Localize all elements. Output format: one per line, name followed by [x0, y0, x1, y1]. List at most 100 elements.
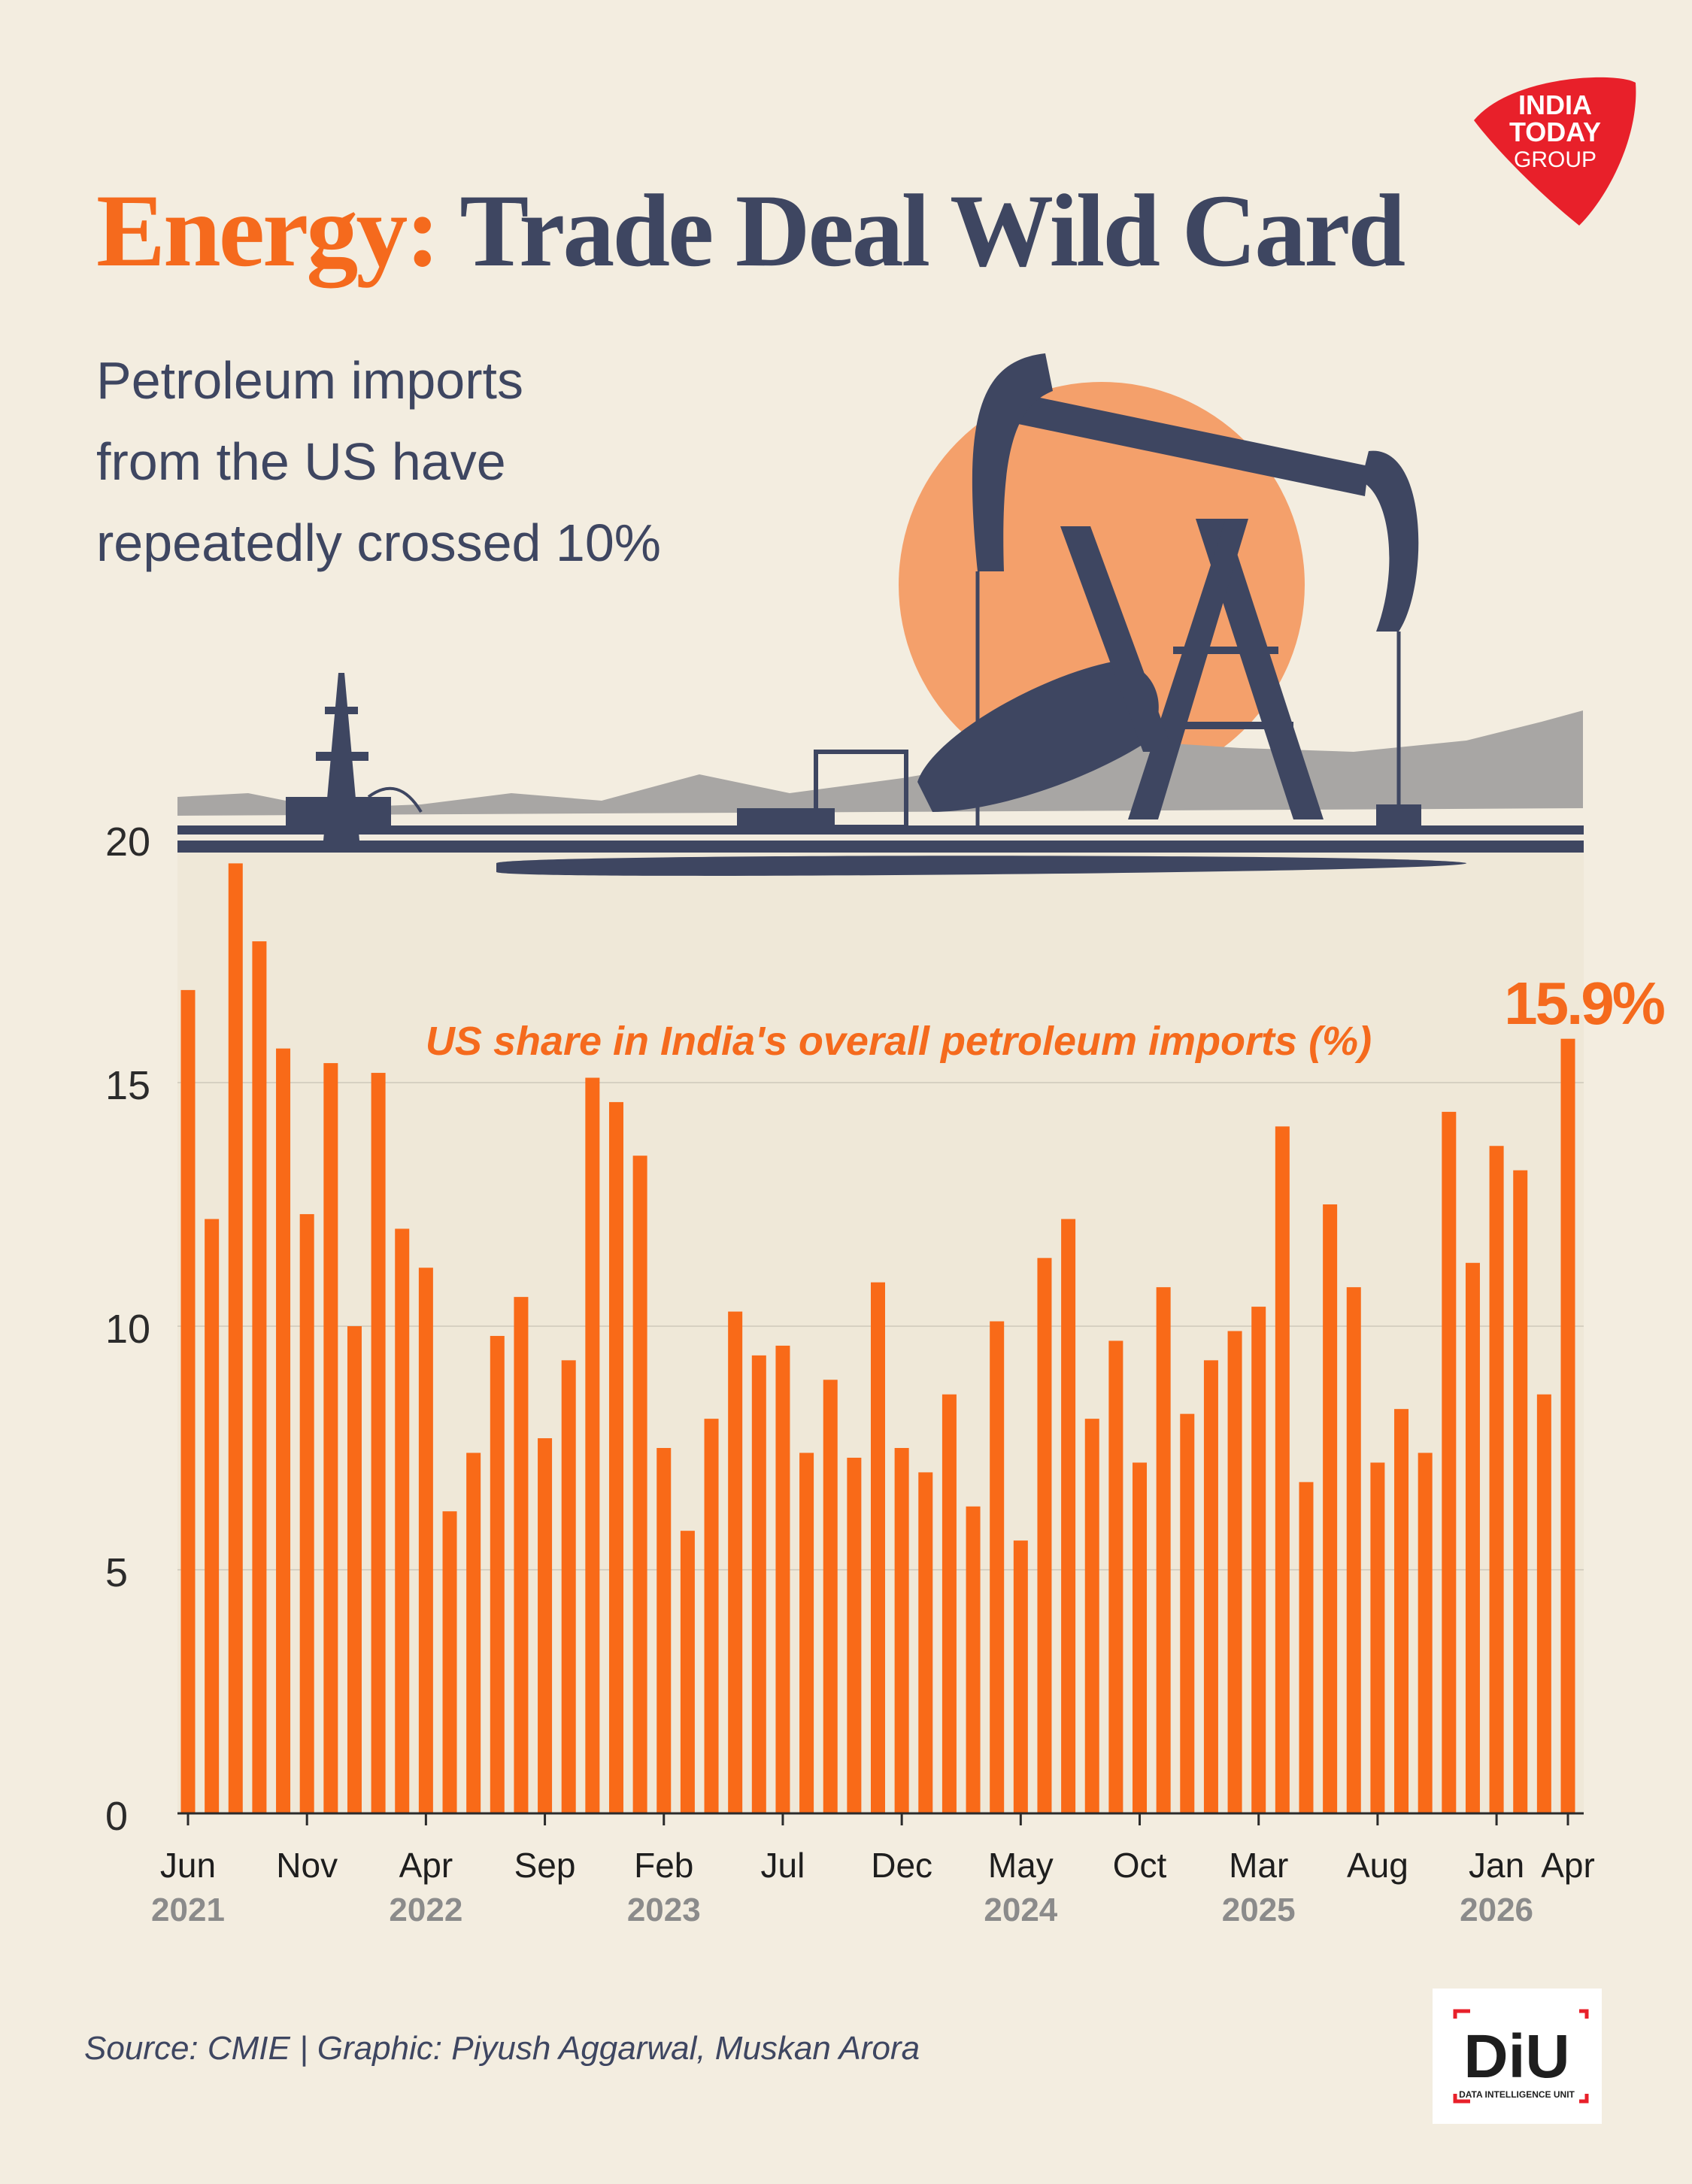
brand-line-1: INDIA: [1518, 89, 1592, 120]
x-tick-month: Jun: [160, 1846, 216, 1885]
bar: [632, 1156, 647, 1813]
bar: [228, 863, 243, 1813]
bar: [561, 1360, 576, 1813]
diu-logo-text: DiU: [1463, 2022, 1569, 2091]
x-tick-year: 2024: [984, 1892, 1057, 1928]
bar: [1323, 1204, 1338, 1813]
bar: [538, 1438, 553, 1813]
bar: [847, 1457, 862, 1813]
bar: [1180, 1413, 1195, 1813]
bars: [180, 863, 1575, 1813]
bar: [585, 1077, 600, 1813]
diu-logo: DiU DATA INTELLIGENCE UNIT: [1433, 1989, 1602, 2124]
bar: [608, 1101, 623, 1813]
bar: [1346, 1287, 1361, 1813]
oil-pump-illustration: [177, 353, 1584, 876]
bar: [323, 1063, 338, 1813]
bar: [466, 1452, 481, 1813]
x-tick-year: 2022: [389, 1892, 462, 1928]
bar: [1299, 1482, 1314, 1813]
bar: [1489, 1146, 1504, 1813]
x-tick-month: Sep: [514, 1846, 576, 1885]
bar: [1061, 1219, 1076, 1813]
x-tick-month: May: [988, 1846, 1054, 1885]
highlight-label: 15.9%: [1504, 970, 1665, 1037]
title-accent: Energy:: [96, 173, 440, 288]
bar: [1084, 1419, 1099, 1813]
y-axis: 0 5 10 15 20: [105, 819, 150, 1839]
bar: [1513, 1170, 1528, 1813]
bar: [371, 1073, 386, 1813]
bar: [1560, 1038, 1575, 1813]
x-tick-month: Jan: [1469, 1846, 1524, 1885]
bar: [442, 1511, 457, 1813]
hills-shape: [177, 710, 1583, 816]
y-tick-label: 0: [105, 1794, 128, 1839]
bar: [1156, 1287, 1171, 1813]
bar: [704, 1419, 719, 1813]
bar: [1465, 1262, 1480, 1813]
y-tick-label: 15: [105, 1063, 150, 1108]
bar: [514, 1297, 529, 1813]
bar: [299, 1213, 314, 1813]
x-tick-month: Nov: [276, 1846, 338, 1885]
bar: [1370, 1462, 1385, 1813]
page-title: Energy: Trade Deal Wild Card: [96, 179, 1405, 283]
source-credit: Source: CMIE | Graphic: Piyush Aggarwal,…: [84, 2030, 920, 2067]
bar: [918, 1472, 933, 1813]
bar: [1133, 1462, 1148, 1813]
bar: [1108, 1340, 1123, 1813]
bar: [1227, 1331, 1242, 1813]
india-today-group-logo: INDIA TODAY GROUP: [1474, 77, 1636, 226]
bar: [871, 1282, 885, 1813]
x-tick-month: Oct: [1113, 1846, 1167, 1885]
x-tick-month: Dec: [871, 1846, 932, 1885]
bar: [180, 989, 196, 1813]
title-rest: Trade Deal Wild Card: [459, 173, 1405, 288]
bar: [1203, 1360, 1218, 1813]
subtitle-line: from the US have: [96, 432, 506, 491]
x-axis: Jun 2021 Nov Apr 2022 Sep Feb 2023 Jul Dec May 2024…: [151, 1812, 1595, 1928]
bar: [1442, 1111, 1457, 1813]
bar: [799, 1452, 814, 1813]
bar: [395, 1228, 410, 1813]
bar: [1013, 1540, 1028, 1813]
brand-line-2: TODAY: [1509, 117, 1601, 147]
bar: [966, 1506, 981, 1813]
chart-title: US share in India's overall petroleum im…: [426, 1019, 1372, 1064]
bar: [775, 1345, 790, 1813]
bar: [252, 941, 267, 1813]
y-tick-label: 10: [105, 1307, 150, 1352]
bar: [1037, 1258, 1052, 1813]
x-tick-month: Mar: [1229, 1846, 1288, 1885]
bar: [276, 1048, 291, 1813]
x-tick-year: 2021: [151, 1892, 225, 1928]
bar: [894, 1448, 909, 1813]
x-tick-month: Apr: [1541, 1846, 1595, 1885]
bar: [942, 1394, 957, 1813]
x-tick-month: Jul: [761, 1846, 805, 1885]
y-tick-label: 20: [105, 819, 150, 865]
x-tick-year: 2026: [1460, 1892, 1533, 1928]
bar: [990, 1321, 1005, 1813]
bar: [418, 1268, 433, 1813]
diu-logo-sub: DATA INTELLIGENCE UNIT: [1459, 2089, 1575, 2100]
subtitle-line: Petroleum imports: [96, 351, 523, 410]
subtitle-line: repeatedly crossed 10%: [96, 513, 661, 572]
bar: [656, 1448, 672, 1813]
bar: [1418, 1452, 1433, 1813]
x-tick-month: Apr: [399, 1846, 453, 1885]
bar: [1394, 1409, 1409, 1813]
subtitle: Petroleum imports from the US have repea…: [96, 340, 848, 583]
bar: [1251, 1307, 1266, 1813]
x-tick-month: Feb: [634, 1846, 693, 1885]
bar: [490, 1335, 505, 1813]
x-tick-year: 2025: [1222, 1892, 1296, 1928]
bar: [751, 1355, 766, 1813]
bar: [205, 1219, 220, 1813]
bar: [728, 1311, 743, 1813]
bar: [823, 1380, 838, 1813]
x-tick-year: 2023: [627, 1892, 701, 1928]
brand-line-3: GROUP: [1514, 147, 1596, 172]
